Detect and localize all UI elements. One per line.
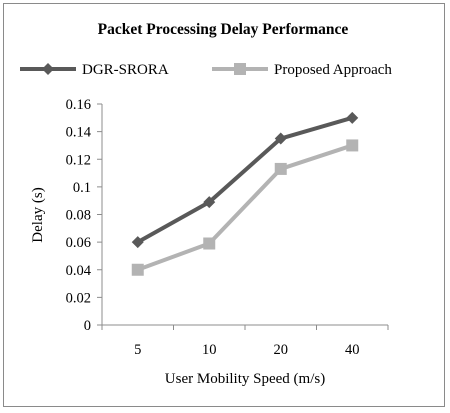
chart-title: Packet Processing Delay Performance [98,21,349,38]
x-axis-ticks: 5 10 20 40 [101,325,389,358]
y-tick-label: 0.08 [66,208,91,224]
legend-marker [234,63,246,75]
data-point [131,236,144,249]
data-point [203,237,216,250]
data-point [274,132,287,145]
y-tick-label: 0.12 [66,152,91,168]
y-axis-ticks: 0 0.02 0.04 0.06 0.08 0.1 0.12 0.14 0.16 [66,97,102,334]
x-tick-label: 40 [345,342,360,358]
y-axis-label: Delay (s) [30,187,46,242]
data-point [203,196,216,209]
y-tick-label: 0.04 [66,263,92,279]
legend-label: Proposed Approach [274,62,392,78]
series-group [131,111,359,276]
data-point [131,263,144,276]
legend-item-1: DGR-SRORA [20,62,169,78]
y-tick-label: 0.06 [66,235,91,251]
legend-item-2: Proposed Approach [212,62,392,78]
x-tick-label: 20 [274,342,289,358]
y-tick-label: 0.14 [66,125,92,141]
series-2 [131,139,359,276]
y-tick-label: 0.16 [66,97,91,113]
legend-label: DGR-SRORA [82,62,169,78]
data-point [274,162,287,175]
x-axis-label: User Mobility Speed (m/s) [165,371,325,387]
data-point [346,111,359,124]
series-1 [131,111,359,249]
x-tick-label: 5 [134,342,141,358]
series-line [137,143,353,272]
legend-marker [42,63,54,75]
data-point [346,139,359,152]
y-tick-label: 0.02 [66,290,91,306]
legend: DGR-SRORA Proposed Approach [20,62,392,78]
y-tick-label: 0.1 [73,180,91,196]
series-line [136,115,353,244]
x-tick-label: 10 [202,342,217,358]
y-tick-label: 0 [84,318,91,334]
